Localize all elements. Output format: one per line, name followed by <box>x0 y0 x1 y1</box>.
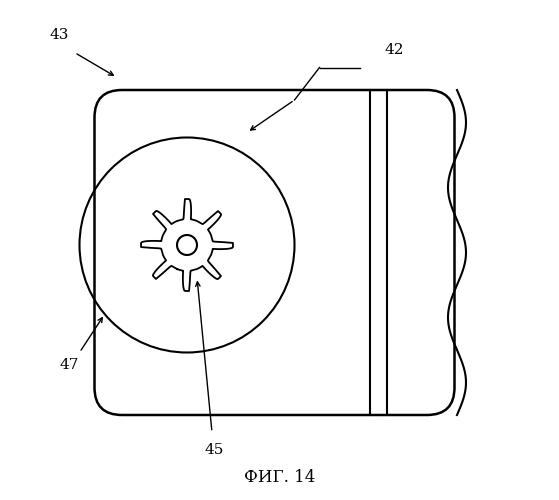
Text: 45: 45 <box>205 443 224 457</box>
Text: 47: 47 <box>60 358 79 372</box>
FancyBboxPatch shape <box>94 90 454 415</box>
Text: 43: 43 <box>50 28 69 42</box>
Text: ФИГ. 14: ФИГ. 14 <box>244 469 315 486</box>
Text: 42: 42 <box>385 43 404 57</box>
